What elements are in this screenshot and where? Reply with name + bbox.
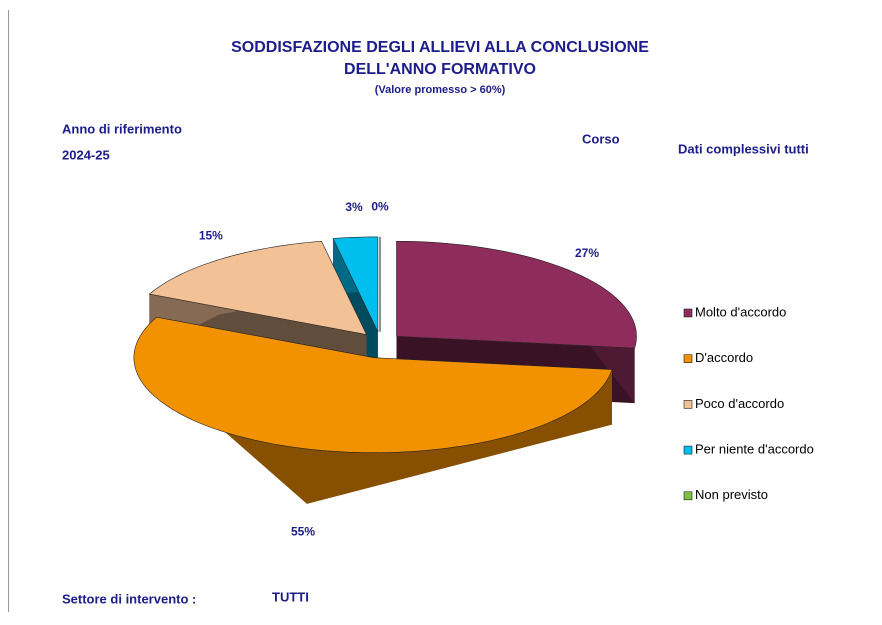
legend-label: Poco d'accordo: [695, 396, 784, 411]
legend-label: D'accordo: [695, 350, 753, 365]
pie: [133, 236, 637, 504]
chart-title: DELL'ANNO FORMATIVO: [344, 61, 536, 78]
chart-title: SODDISFAZIONE DEGLI ALLIEVI ALLA CONCLUS…: [231, 39, 649, 56]
data-label: 27%: [575, 246, 599, 260]
sector: TUTTI: [272, 589, 309, 604]
slice: [332, 236, 379, 332]
legend-swatch: [683, 445, 693, 455]
legend-label: Non previsto: [695, 487, 768, 502]
legend-label: Per niente d'accordo: [695, 442, 814, 457]
legend-swatch: [683, 491, 693, 501]
legend-label: Molto d'accordo: [695, 304, 786, 319]
slice-wall: [133, 317, 612, 504]
slice: [148, 240, 368, 335]
data-label: 55%: [291, 524, 315, 538]
year-label: Anno di riferimento: [62, 121, 182, 136]
course-label: Corso: [582, 131, 620, 146]
sector-label: Settore di intervento :: [62, 591, 196, 606]
data-label: 3%: [345, 200, 363, 214]
year: 2024-25: [62, 147, 110, 162]
legend-swatch: [683, 308, 693, 318]
slice: [396, 241, 637, 349]
data-label: 15%: [199, 228, 223, 242]
legend-swatch: [683, 354, 693, 364]
slice: [133, 316, 613, 453]
course: Dati complessivi tutti: [678, 141, 809, 156]
legend-swatch: [683, 400, 693, 409]
data-label: 0%: [371, 199, 389, 213]
chart-subtitle: (Valore promesso > 60%): [375, 84, 506, 96]
